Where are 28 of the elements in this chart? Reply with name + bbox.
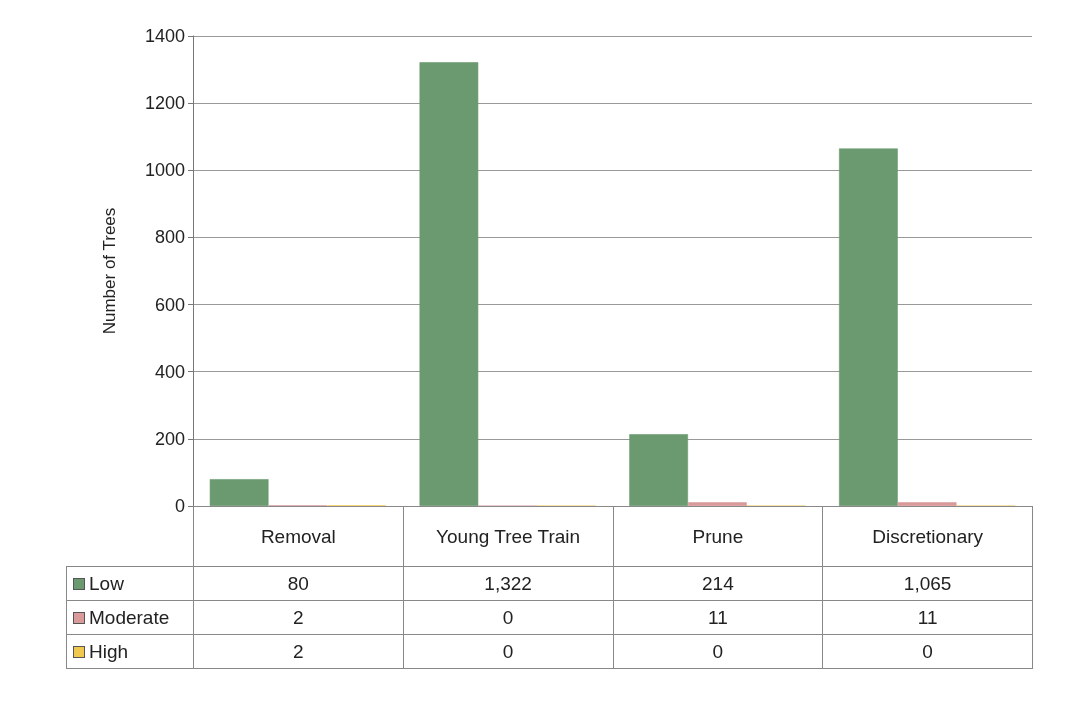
x-tick-label: Prune — [613, 506, 823, 567]
data-label: 0 — [403, 600, 613, 635]
data-label: 2 — [193, 600, 404, 635]
data-label: 0 — [613, 634, 823, 669]
y-tick-label: 1400 — [144, 26, 185, 46]
y-tick-label: 600 — [154, 294, 185, 315]
y-tick-label: 400 — [154, 361, 185, 382]
y-axis-title: Number of Trees — [100, 207, 119, 335]
y-tick-label: 1200 — [144, 93, 185, 114]
data-label: 214 — [613, 566, 823, 601]
legend-label: High — [66, 634, 194, 669]
data-label: 0 — [403, 634, 613, 669]
y-tick-label: 1000 — [144, 160, 185, 181]
data-label: 11 — [822, 600, 1033, 635]
x-tick-label: Discretionary — [822, 506, 1033, 567]
legend-label: Low — [66, 566, 194, 601]
y-tick-label: 0 — [174, 496, 185, 516]
data-label: 1,322 — [403, 566, 613, 601]
y-tick-label: 200 — [154, 428, 185, 449]
y-tick-label: 800 — [154, 227, 185, 248]
data-label: 1,065 — [822, 566, 1033, 601]
data-label: 80 — [193, 566, 404, 601]
data-label: 2 — [193, 634, 404, 669]
x-tick-label: Removal — [193, 506, 404, 567]
data-label: 0 — [822, 634, 1033, 669]
legend-label: Moderate — [66, 600, 194, 635]
data-label: 11 — [613, 600, 823, 635]
x-tick-label: Young Tree Train — [403, 506, 613, 567]
